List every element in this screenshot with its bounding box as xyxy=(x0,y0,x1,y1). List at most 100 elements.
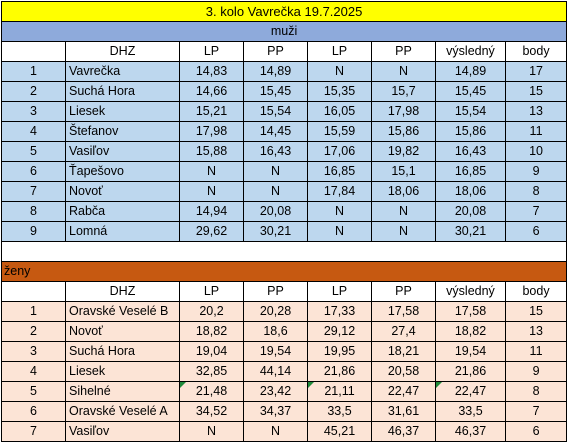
value-cell[interactable]: N xyxy=(179,421,244,442)
empty-cell[interactable] xyxy=(1,241,66,262)
value-cell[interactable]: 18,06 xyxy=(371,181,436,202)
value-cell[interactable]: 20,28 xyxy=(243,301,308,322)
column-header[interactable]: výsledný xyxy=(435,281,506,302)
value-cell[interactable]: 16,43 xyxy=(243,141,308,162)
value-cell[interactable]: 8 xyxy=(504,381,567,402)
empty-cell[interactable] xyxy=(505,241,567,262)
team-name-cell[interactable]: Liesek xyxy=(65,361,180,382)
value-cell[interactable]: N xyxy=(243,161,308,182)
value-cell[interactable]: N xyxy=(307,201,372,222)
section-label-men[interactable]: muži xyxy=(0,21,567,42)
value-cell[interactable]: 6 xyxy=(1,401,66,422)
value-cell[interactable]: 3 xyxy=(1,101,66,122)
value-cell[interactable]: 13 xyxy=(504,321,567,342)
value-cell[interactable]: 19,04 xyxy=(179,341,244,362)
value-cell[interactable]: 17,98 xyxy=(179,121,244,142)
value-cell[interactable]: 2 xyxy=(1,81,66,102)
column-header[interactable]: DHZ xyxy=(65,281,180,302)
section-label-women[interactable]: ženy xyxy=(0,261,567,282)
value-cell[interactable]: 21,48 xyxy=(179,381,244,402)
column-header[interactable]: PP xyxy=(243,41,308,62)
value-cell[interactable]: 29,12 xyxy=(307,321,372,342)
value-cell[interactable]: 20,2 xyxy=(179,301,244,322)
value-cell[interactable]: 2 xyxy=(1,321,66,342)
column-header[interactable] xyxy=(1,41,66,62)
column-header[interactable]: body xyxy=(504,41,567,62)
value-cell[interactable]: 18,06 xyxy=(435,181,506,202)
value-cell[interactable]: 11 xyxy=(504,121,567,142)
value-cell[interactable]: 32,85 xyxy=(179,361,244,382)
value-cell[interactable]: 18,82 xyxy=(179,321,244,342)
value-cell[interactable]: 15,59 xyxy=(307,121,372,142)
value-cell[interactable]: 11 xyxy=(504,341,567,362)
value-cell[interactable]: N xyxy=(371,201,436,222)
value-cell[interactable]: 10 xyxy=(504,141,567,162)
column-header[interactable]: body xyxy=(504,281,567,302)
value-cell[interactable]: 14,45 xyxy=(243,121,308,142)
team-name-cell[interactable]: Liesek xyxy=(65,101,180,122)
value-cell[interactable]: 18,82 xyxy=(435,321,506,342)
empty-cell[interactable] xyxy=(243,241,308,262)
value-cell[interactable]: 7 xyxy=(504,201,567,222)
column-header[interactable]: DHZ xyxy=(65,41,180,62)
team-name-cell[interactable]: Novoť xyxy=(65,321,180,342)
column-header[interactable]: PP xyxy=(371,281,436,302)
value-cell[interactable]: 15,7 xyxy=(371,81,436,102)
team-name-cell[interactable]: Rabča xyxy=(65,201,180,222)
team-name-cell[interactable]: Suchá Hora xyxy=(65,81,180,102)
value-cell[interactable]: 5 xyxy=(1,381,66,402)
column-header[interactable]: LP xyxy=(307,281,372,302)
empty-cell[interactable] xyxy=(435,241,506,262)
value-cell[interactable]: 33,5 xyxy=(435,401,506,422)
value-cell[interactable]: 30,21 xyxy=(435,221,506,242)
column-header[interactable]: výsledný xyxy=(435,41,506,62)
value-cell[interactable]: 16,85 xyxy=(307,161,372,182)
value-cell[interactable]: N xyxy=(179,181,244,202)
value-cell[interactable]: 17,33 xyxy=(307,301,372,322)
value-cell[interactable]: 44,14 xyxy=(243,361,308,382)
value-cell[interactable]: 9 xyxy=(504,161,567,182)
column-header[interactable]: PP xyxy=(371,41,436,62)
value-cell[interactable]: N xyxy=(243,181,308,202)
value-cell[interactable]: 29,62 xyxy=(179,221,244,242)
value-cell[interactable]: 15 xyxy=(504,301,567,322)
value-cell[interactable]: 22,47 xyxy=(371,381,436,402)
value-cell[interactable]: 17,58 xyxy=(435,301,506,322)
value-cell[interactable]: 15,45 xyxy=(435,81,506,102)
value-cell[interactable]: 15,54 xyxy=(243,101,308,122)
empty-cell[interactable] xyxy=(371,241,436,262)
value-cell[interactable]: 16,85 xyxy=(435,161,506,182)
value-cell[interactable]: 20,08 xyxy=(435,201,506,222)
value-cell[interactable]: 23,42 xyxy=(243,381,308,402)
value-cell[interactable]: 45,21 xyxy=(307,421,372,442)
value-cell[interactable]: 8 xyxy=(1,201,66,222)
value-cell[interactable]: 34,37 xyxy=(243,401,308,422)
column-header[interactable]: LP xyxy=(307,41,372,62)
empty-cell[interactable] xyxy=(307,241,372,262)
value-cell[interactable]: 15,35 xyxy=(307,81,372,102)
value-cell[interactable]: 27,4 xyxy=(371,321,436,342)
team-name-cell[interactable]: Lomná xyxy=(65,221,180,242)
value-cell[interactable]: 3 xyxy=(1,341,66,362)
value-cell[interactable]: N xyxy=(243,421,308,442)
value-cell[interactable]: 6 xyxy=(504,421,567,442)
value-cell[interactable]: 14,66 xyxy=(179,81,244,102)
value-cell[interactable]: 22,47 xyxy=(435,381,506,402)
value-cell[interactable]: 6 xyxy=(504,221,567,242)
value-cell[interactable]: 4 xyxy=(1,121,66,142)
value-cell[interactable]: 33,5 xyxy=(307,401,372,422)
team-name-cell[interactable]: Sihelné xyxy=(65,381,180,402)
value-cell[interactable]: 9 xyxy=(1,221,66,242)
value-cell[interactable]: 15,54 xyxy=(435,101,506,122)
team-name-cell[interactable]: Vasiľov xyxy=(65,421,180,442)
value-cell[interactable]: 1 xyxy=(1,61,66,82)
value-cell[interactable]: 15 xyxy=(504,81,567,102)
value-cell[interactable]: 15,88 xyxy=(179,141,244,162)
team-name-cell[interactable]: Vavrečka xyxy=(65,61,180,82)
value-cell[interactable]: 20,58 xyxy=(371,361,436,382)
column-header[interactable]: LP xyxy=(179,41,244,62)
column-header[interactable] xyxy=(1,281,66,302)
value-cell[interactable]: 7 xyxy=(1,181,66,202)
column-header[interactable]: LP xyxy=(179,281,244,302)
value-cell[interactable]: 19,54 xyxy=(435,341,506,362)
